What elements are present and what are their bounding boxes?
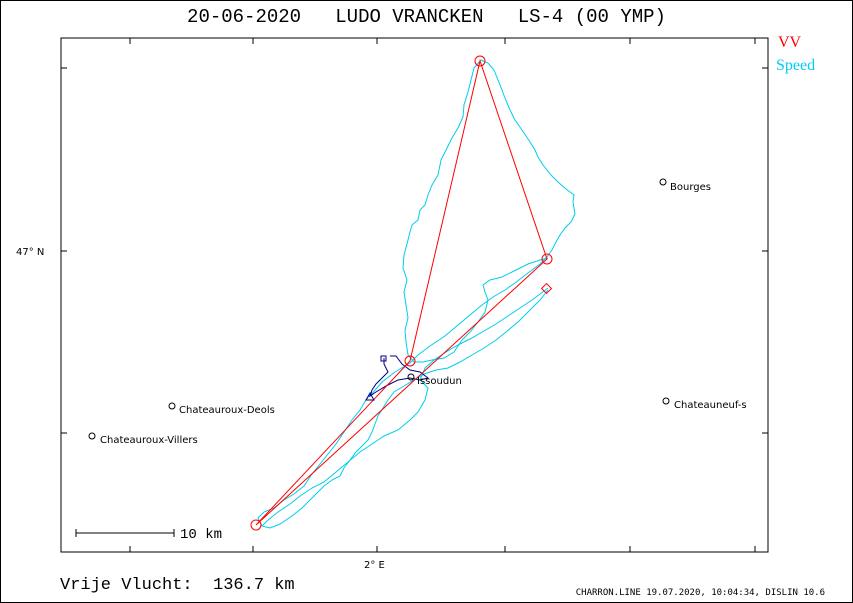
plot-title: 20-06-2020 LUDO VRANCKEN LS-4 (00 YMP) xyxy=(187,6,666,28)
launch-marker xyxy=(380,355,387,362)
track-segment-return-a xyxy=(261,287,549,527)
scale-bar xyxy=(75,529,175,537)
free-flight-distance: Vrije Vlucht: 136.7 km xyxy=(60,576,295,595)
track-segment-middle xyxy=(407,257,549,363)
turnpoint-1 xyxy=(404,355,416,367)
place-marker-issoudun xyxy=(407,373,415,381)
axis-ticks xyxy=(61,38,768,552)
place-marker-chateauneuf xyxy=(662,397,670,405)
legend-speed: Speed xyxy=(776,57,816,74)
footer-info: CHARRON.LINE 19.07.2020, 10:04:34, DISLI… xyxy=(575,588,825,598)
lat-label: 47° N xyxy=(16,247,44,258)
flight-track xyxy=(257,59,576,529)
place-label-chateauroux-deols: Chateauroux-Deols xyxy=(179,405,275,416)
scale-bar-label: 10 km xyxy=(180,527,222,543)
place-marker-bourges xyxy=(659,178,667,186)
start-triangle-marker xyxy=(365,391,375,401)
legend-vv: VV xyxy=(778,34,802,51)
turnpoint-3 xyxy=(541,253,553,265)
task-legs xyxy=(255,59,548,526)
place-label-bourges: Bourges xyxy=(670,182,711,193)
place-marker-chateauroux-villers xyxy=(88,432,96,440)
place-marker-chateauroux-deols xyxy=(168,402,176,410)
place-label-issoudun: Issoudun xyxy=(417,376,462,387)
finish-marker xyxy=(540,282,553,295)
turnpoint-2 xyxy=(474,55,486,67)
launch-track xyxy=(369,355,430,398)
place-label-chateauroux-villers: Chateauroux-Villers xyxy=(100,435,198,446)
turnpoints xyxy=(250,55,553,531)
task-leg xyxy=(255,59,548,526)
place-markers xyxy=(88,178,670,440)
track-segment-return-b xyxy=(261,289,549,529)
track-segment-finish xyxy=(257,391,373,527)
place-label-chateauneuf: Chateauneuf-s xyxy=(674,400,747,411)
map-frame xyxy=(60,37,769,553)
lon-label: 2° E xyxy=(364,560,385,571)
track-segment-outbound xyxy=(369,59,576,397)
turnpoint-start xyxy=(250,519,262,531)
